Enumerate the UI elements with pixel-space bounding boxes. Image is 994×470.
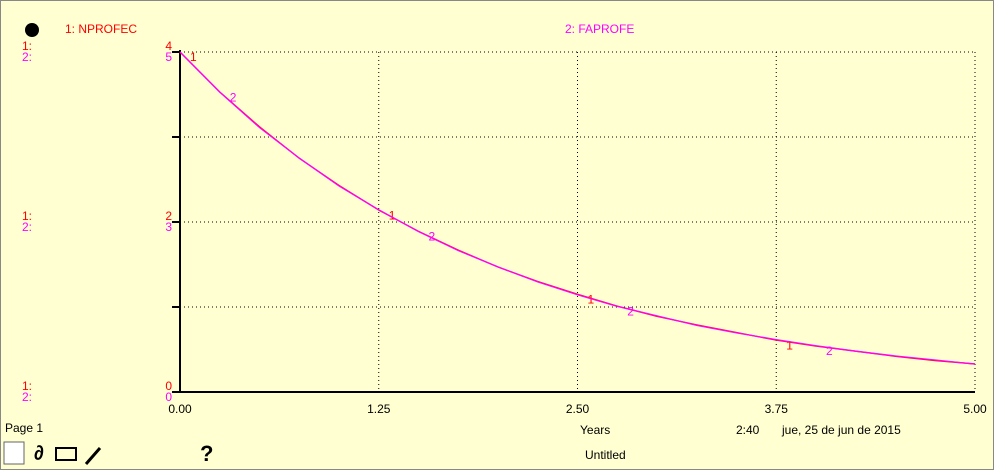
y-tick-label: 2 (165, 209, 172, 223)
x-tick-label: 0.00 (168, 402, 192, 416)
axis-prefix: 1: (22, 379, 32, 393)
series-marker: 2 (627, 304, 634, 318)
series-marker: 1 (588, 292, 595, 306)
help-button[interactable]: ? (200, 441, 213, 466)
date: jue, 25 de jun de 2015 (781, 423, 901, 437)
page-label: Page 1 (5, 421, 43, 435)
axis-prefix: 2: (22, 220, 32, 234)
y2-tick-label: 0 (165, 390, 172, 404)
toolbar-icons: ∂ (3, 441, 102, 465)
palette-icon[interactable] (25, 23, 39, 37)
series-line (179, 51, 976, 365)
document-name: Untitled (585, 448, 626, 462)
x-tick-label: 2.50 (566, 402, 590, 416)
legend-2: 2: FAPROFE (565, 22, 634, 36)
x-axis-label: Years (580, 423, 610, 437)
series-line (179, 51, 976, 365)
series-marker: 1 (786, 338, 793, 352)
series-marker: 2 (826, 344, 833, 358)
y-tick-label: 0 (165, 379, 172, 393)
axis-prefix: 1: (22, 39, 32, 53)
y2-tick-label: 5 (165, 50, 172, 64)
time: 2:40 (736, 423, 760, 437)
lock-icon[interactable]: ∂ (34, 442, 44, 464)
series-marker: 1 (389, 208, 396, 222)
print-icon[interactable] (55, 447, 77, 461)
series-marker: 2 (230, 90, 237, 104)
axis-prefix: 2: (22, 50, 32, 64)
y-tick-label: 4 (165, 39, 172, 53)
wand-icon[interactable] (84, 447, 102, 465)
y2-tick-label: 3 (165, 220, 172, 234)
x-tick-label: 1.25 (367, 402, 391, 416)
resize-icon[interactable] (3, 441, 25, 465)
legend-1: 1: NPROFEC (65, 22, 137, 36)
x-tick-label: 3.75 (765, 402, 789, 416)
series-marker: 1 (190, 50, 197, 64)
series-marker: 2 (429, 230, 436, 244)
axis-prefix: 1: (22, 209, 32, 223)
x-tick-label: 5.00 (963, 402, 987, 416)
axis-prefix: 2: (22, 390, 32, 404)
